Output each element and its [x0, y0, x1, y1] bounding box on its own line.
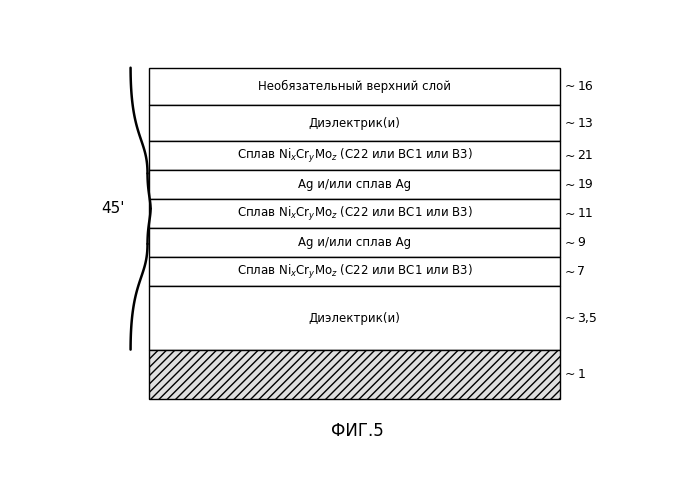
Text: ~: ~ — [565, 368, 575, 380]
Text: 9: 9 — [577, 236, 585, 250]
Text: Необязательный верхний слой: Необязательный верхний слой — [258, 80, 451, 92]
Text: Сплав Ni$_x$Cr$_y$Mo$_z$ (С22 или ВС1 или В3): Сплав Ni$_x$Cr$_y$Mo$_z$ (С22 или ВС1 ил… — [237, 205, 473, 223]
Text: ~: ~ — [565, 312, 575, 324]
Text: 11: 11 — [577, 208, 593, 220]
Text: Ag и/или сплав Ag: Ag и/или сплав Ag — [298, 236, 411, 250]
Text: 13: 13 — [577, 116, 593, 130]
Text: 1: 1 — [577, 368, 585, 380]
Text: ~: ~ — [565, 150, 575, 162]
Bar — [149, 286, 560, 350]
Text: Ag и/или сплав Ag: Ag и/или сплав Ag — [298, 178, 411, 192]
Text: 16: 16 — [577, 80, 593, 92]
Bar — [149, 350, 560, 399]
Text: ~: ~ — [565, 178, 575, 192]
Bar — [149, 170, 560, 200]
Bar — [149, 104, 560, 142]
Bar — [149, 68, 560, 104]
Bar — [149, 258, 560, 286]
Text: 45': 45' — [101, 201, 124, 216]
Bar — [149, 228, 560, 258]
Text: ~: ~ — [565, 266, 575, 278]
Text: Сплав Ni$_x$Cr$_y$Mo$_z$ (С22 или ВС1 или В3): Сплав Ni$_x$Cr$_y$Mo$_z$ (С22 или ВС1 ил… — [237, 147, 473, 165]
Bar — [149, 200, 560, 228]
Text: 7: 7 — [577, 266, 585, 278]
Text: ~: ~ — [565, 208, 575, 220]
Text: ФИГ.5: ФИГ.5 — [332, 422, 384, 440]
Text: ~: ~ — [565, 116, 575, 130]
Text: 3,5: 3,5 — [577, 312, 597, 324]
Text: Сплав Ni$_x$Cr$_y$Mo$_z$ (С22 или ВС1 или В3): Сплав Ni$_x$Cr$_y$Mo$_z$ (С22 или ВС1 ил… — [237, 263, 473, 281]
Bar — [149, 142, 560, 171]
Text: ~: ~ — [565, 80, 575, 92]
Text: 21: 21 — [577, 150, 593, 162]
Text: ~: ~ — [565, 236, 575, 250]
Text: Диэлектрик(и): Диэлектрик(и) — [309, 116, 401, 130]
Text: Диэлектрик(и): Диэлектрик(и) — [309, 312, 401, 324]
Text: 19: 19 — [577, 178, 593, 192]
